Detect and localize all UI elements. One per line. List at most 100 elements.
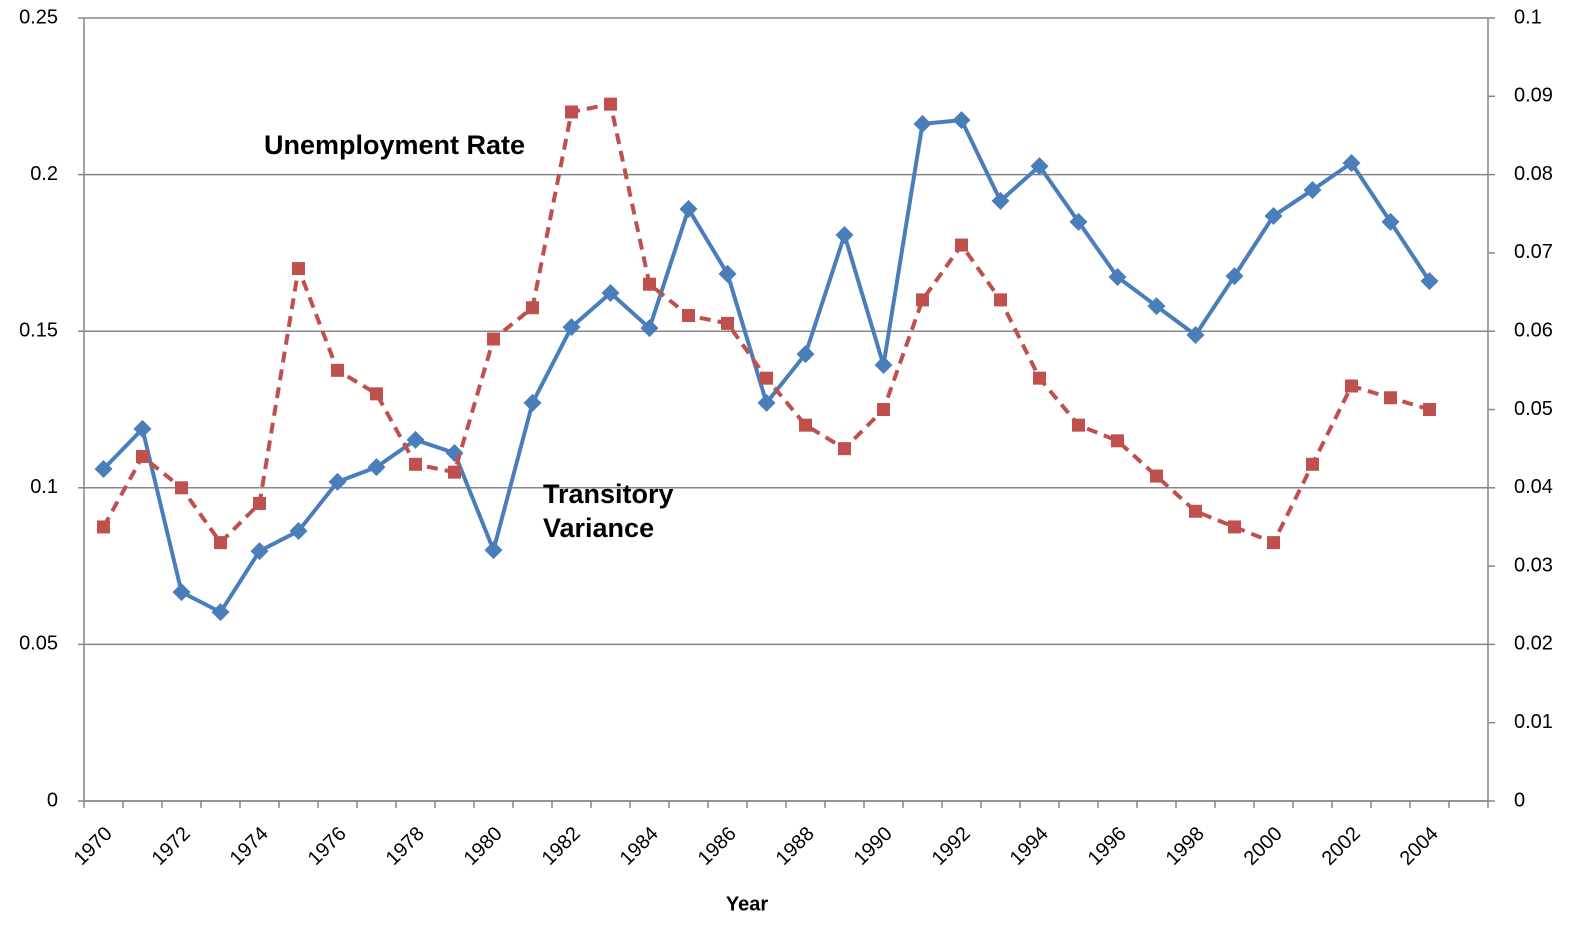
x-tick-label: 1974 bbox=[226, 823, 273, 870]
marker bbox=[835, 226, 854, 245]
x-tick-label: 1976 bbox=[304, 823, 351, 870]
y-tick-label: 0.25 bbox=[19, 6, 58, 28]
marker bbox=[484, 541, 503, 560]
marker bbox=[406, 430, 425, 449]
x-tick-label: 2004 bbox=[1396, 823, 1443, 870]
y2-tick-label: 0 bbox=[1514, 789, 1525, 811]
marker bbox=[136, 449, 149, 463]
marker bbox=[1111, 434, 1124, 448]
marker bbox=[1267, 536, 1280, 550]
y-tick-label: 0.15 bbox=[19, 319, 58, 341]
marker bbox=[604, 97, 617, 111]
x-tick-label: 1984 bbox=[616, 823, 663, 870]
x-tick-label: 1986 bbox=[694, 823, 741, 870]
marker bbox=[367, 458, 386, 477]
marker bbox=[289, 522, 308, 541]
x-tick-label: 1988 bbox=[772, 823, 819, 870]
marker bbox=[718, 264, 737, 283]
marker bbox=[916, 293, 929, 307]
y2-tick-label: 0.06 bbox=[1514, 319, 1553, 341]
marker bbox=[1150, 469, 1163, 483]
marker bbox=[1420, 272, 1439, 291]
marker bbox=[562, 318, 581, 337]
marker bbox=[523, 393, 542, 412]
annotation: Transitory Variance bbox=[543, 479, 674, 543]
marker bbox=[172, 583, 191, 602]
marker bbox=[328, 472, 347, 491]
marker bbox=[448, 465, 461, 479]
marker bbox=[1108, 268, 1127, 287]
x-tick-label: 1980 bbox=[460, 823, 507, 870]
marker bbox=[526, 301, 539, 315]
x-tick-label: 1970 bbox=[70, 823, 117, 870]
y-tick-label: 0.1 bbox=[30, 476, 58, 498]
marker bbox=[643, 277, 656, 291]
x-tick-label: 1990 bbox=[850, 823, 897, 870]
marker bbox=[721, 316, 734, 330]
y-tick-label: 0.2 bbox=[30, 163, 58, 185]
marker bbox=[1345, 379, 1358, 393]
marker bbox=[1264, 206, 1283, 225]
marker bbox=[760, 371, 773, 385]
y2-tick-label: 0.1 bbox=[1514, 6, 1542, 28]
marker bbox=[601, 283, 620, 302]
marker bbox=[1069, 212, 1088, 231]
marker bbox=[370, 387, 383, 401]
x-tick-label: 1992 bbox=[928, 823, 975, 870]
marker bbox=[1033, 371, 1046, 385]
marker bbox=[331, 363, 344, 377]
marker bbox=[874, 356, 893, 375]
x-tick-label: 1972 bbox=[148, 823, 195, 870]
marker bbox=[877, 403, 890, 416]
marker bbox=[1228, 520, 1241, 534]
y-tick-label: 0 bbox=[47, 789, 58, 811]
marker bbox=[211, 603, 230, 622]
y2-tick-label: 0.07 bbox=[1514, 241, 1553, 263]
marker bbox=[1186, 325, 1205, 344]
marker bbox=[214, 536, 227, 550]
marker bbox=[1423, 403, 1436, 416]
marker bbox=[487, 332, 500, 346]
series-line bbox=[102, 118, 1432, 615]
marker bbox=[1189, 504, 1202, 518]
marker bbox=[97, 520, 110, 534]
y2-tick-label: 0.09 bbox=[1514, 85, 1553, 107]
y2-tick-label: 0.02 bbox=[1514, 633, 1553, 655]
y2-tick-label: 0.08 bbox=[1514, 163, 1553, 185]
marker bbox=[94, 460, 113, 479]
marker bbox=[565, 105, 578, 119]
marker bbox=[757, 393, 776, 412]
marker bbox=[799, 418, 812, 432]
marker bbox=[409, 457, 422, 471]
marker bbox=[1342, 154, 1361, 173]
x-tick-label: 2000 bbox=[1240, 823, 1287, 870]
x-axis-title: Year bbox=[726, 893, 768, 915]
marker bbox=[679, 200, 698, 219]
x-tick-label: 1982 bbox=[538, 823, 585, 870]
marker bbox=[1072, 418, 1085, 432]
x-tick-label: 1996 bbox=[1084, 823, 1131, 870]
marker bbox=[955, 238, 968, 252]
x-tick-label: 2002 bbox=[1318, 823, 1365, 870]
marker bbox=[796, 345, 815, 364]
x-tick-label: 1994 bbox=[1006, 823, 1053, 870]
marker bbox=[292, 262, 305, 276]
y2-tick-label: 0.03 bbox=[1514, 554, 1553, 576]
marker bbox=[1147, 297, 1166, 316]
series-line bbox=[101, 102, 1431, 545]
marker bbox=[250, 542, 269, 561]
marker bbox=[175, 481, 188, 495]
marker bbox=[133, 419, 152, 438]
annotation: Unemployment Rate bbox=[264, 130, 526, 160]
marker bbox=[1303, 180, 1322, 199]
marker bbox=[1384, 391, 1397, 405]
marker bbox=[994, 293, 1007, 307]
marker bbox=[1225, 267, 1244, 286]
y-tick-label: 0.05 bbox=[19, 633, 58, 655]
y2-tick-label: 0.04 bbox=[1514, 476, 1553, 498]
marker bbox=[838, 442, 851, 456]
marker bbox=[952, 111, 971, 130]
marker bbox=[682, 309, 695, 323]
